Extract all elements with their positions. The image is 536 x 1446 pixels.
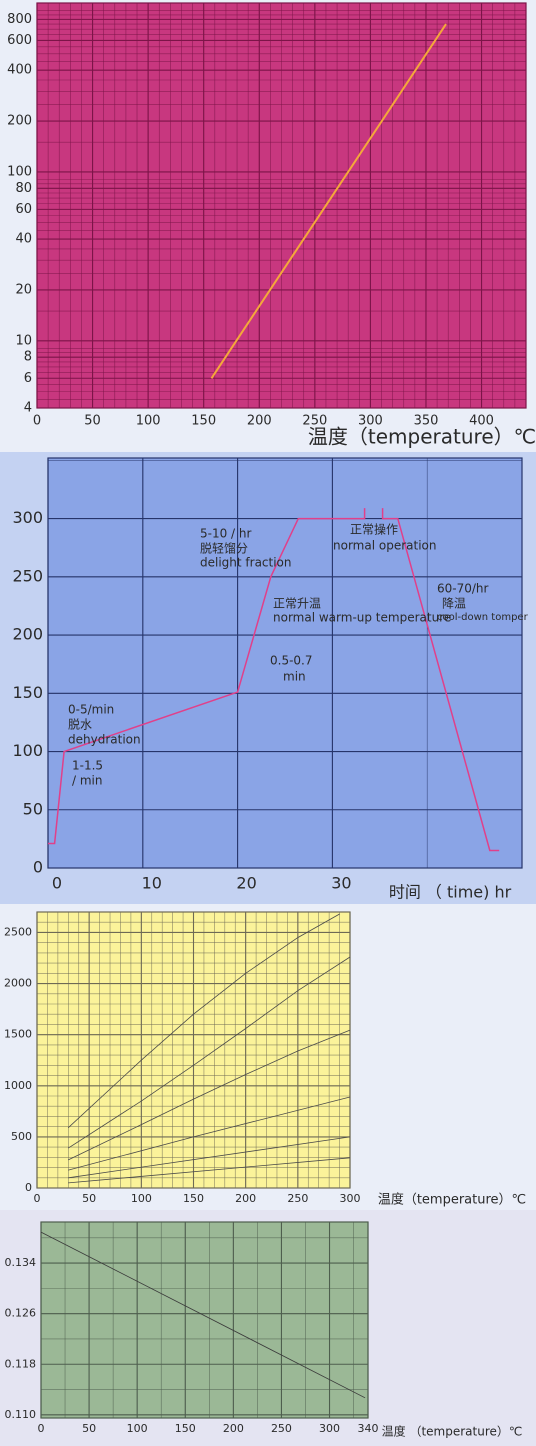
x-axis-title: 温度（temperature）℃ xyxy=(308,425,536,449)
y-tick-label: 100 xyxy=(12,741,43,760)
plot-area xyxy=(41,1222,368,1418)
y-tick-label: 2500 xyxy=(4,925,32,938)
y-tick-label: 800 xyxy=(7,12,32,27)
x-tick-label: 50 xyxy=(82,1192,96,1205)
y-tick-label: 100 xyxy=(7,164,32,179)
y-tick-label: 600 xyxy=(7,33,32,48)
x-tick-label: 150 xyxy=(175,1422,196,1435)
x-tick-label: 350 xyxy=(414,414,439,429)
data-line xyxy=(68,1029,351,1161)
x-tick-label: 100 xyxy=(136,414,161,429)
annotation: dehydration xyxy=(68,733,141,747)
x-tick-label: 30 xyxy=(331,874,351,893)
y-tick-label: 400 xyxy=(7,63,32,78)
x-tick-label: 340 xyxy=(358,1422,379,1435)
annotation: delight fraction xyxy=(200,556,292,570)
x-tick-label: 200 xyxy=(235,1192,256,1205)
annotation: 降温 xyxy=(442,597,466,611)
annotation: normal warm-up temperature xyxy=(273,611,451,625)
y-tick-label: 150 xyxy=(12,683,43,702)
x-tick-label: 100 xyxy=(127,1422,148,1435)
plot-border xyxy=(40,1221,369,1419)
y-tick-label: 60 xyxy=(15,202,32,217)
x-tick-label: 100 xyxy=(131,1192,152,1205)
y-tick-label: 2000 xyxy=(4,977,32,990)
y-tick-label: 1500 xyxy=(4,1028,32,1041)
x-tick-label: 200 xyxy=(247,414,272,429)
data-line xyxy=(68,956,351,1149)
y-tick-label: 10 xyxy=(15,333,32,348)
y-tick-label: 0.126 xyxy=(5,1307,37,1320)
x-tick-label: 50 xyxy=(84,414,101,429)
y-tick-label: 8 xyxy=(24,350,32,365)
y-tick-label: 40 xyxy=(15,232,32,247)
x-axis-title: 时间 （ time) hr xyxy=(389,883,512,902)
y-tick-label: 1000 xyxy=(4,1079,32,1092)
annotation: 正常操作 xyxy=(350,522,398,537)
x-tick-label: 0 xyxy=(38,1422,45,1435)
x-axis-title: 温度 （temperature）℃ xyxy=(382,1424,523,1439)
plot-border xyxy=(47,457,523,869)
y-tick-label: 6 xyxy=(24,371,32,386)
data-line xyxy=(210,23,447,379)
y-tick-label: 200 xyxy=(12,625,43,644)
y-tick-label: 0.118 xyxy=(5,1357,37,1370)
annotation: / min xyxy=(72,774,103,788)
x-tick-label: 10 xyxy=(142,874,162,893)
x-tick-label: 250 xyxy=(302,414,327,429)
x-tick-label: 50 xyxy=(82,1422,96,1435)
x-tick-label: 400 xyxy=(469,414,494,429)
annotation: 0-5/min xyxy=(68,703,114,717)
x-axis-title: 温度（temperature）℃ xyxy=(378,1192,526,1208)
y-tick-label: 500 xyxy=(11,1130,32,1143)
data-line xyxy=(68,1157,351,1184)
x-tick-label: 250 xyxy=(287,1192,308,1205)
x-tick-label: 200 xyxy=(223,1422,244,1435)
x-tick-label: 0 xyxy=(52,874,62,893)
x-tick-label: 0 xyxy=(33,414,41,429)
y-tick-label: 50 xyxy=(23,799,43,818)
annotation: normal operation xyxy=(333,539,436,553)
x-tick-label: 300 xyxy=(319,1422,340,1435)
annotation: 1-1.5 xyxy=(72,759,103,773)
y-tick-label: 300 xyxy=(12,508,43,527)
data-line xyxy=(40,1231,366,1399)
annotation: 正常升温 xyxy=(273,597,321,611)
x-tick-label: 0 xyxy=(34,1192,41,1205)
annotation: 0.5-0.7 xyxy=(270,654,313,668)
y-tick-label: 250 xyxy=(12,566,43,585)
plot-border xyxy=(36,2,527,409)
x-tick-label: 20 xyxy=(236,874,256,893)
plot-area xyxy=(48,458,522,868)
y-tick-label: 0 xyxy=(33,858,43,877)
y-tick-label: 20 xyxy=(15,282,32,297)
x-tick-label: 300 xyxy=(358,414,383,429)
y-tick-label: 0.134 xyxy=(5,1256,37,1269)
y-tick-label: 4 xyxy=(24,401,32,416)
y-tick-label: 0.110 xyxy=(5,1408,37,1421)
annotation: 60-70/hr xyxy=(437,582,489,596)
x-tick-label: 300 xyxy=(340,1192,361,1205)
x-tick-label: 150 xyxy=(191,414,216,429)
annotation: cool-down tomper xyxy=(437,612,529,623)
x-tick-label: 250 xyxy=(271,1422,292,1435)
annotation: min xyxy=(283,670,306,684)
data-line xyxy=(68,1096,351,1171)
y-tick-label: 0 xyxy=(25,1181,32,1194)
data-line xyxy=(68,1136,351,1179)
annotation: 5-10 / hr xyxy=(200,527,252,541)
y-tick-label: 80 xyxy=(15,181,32,196)
data-line xyxy=(68,913,340,1128)
annotation: 脱轻馏分 xyxy=(200,541,248,556)
data-line xyxy=(48,508,500,852)
x-tick-label: 150 xyxy=(183,1192,204,1205)
annotation: 脱水 xyxy=(68,717,92,732)
y-tick-label: 200 xyxy=(7,114,32,129)
plot-border xyxy=(36,911,351,1189)
